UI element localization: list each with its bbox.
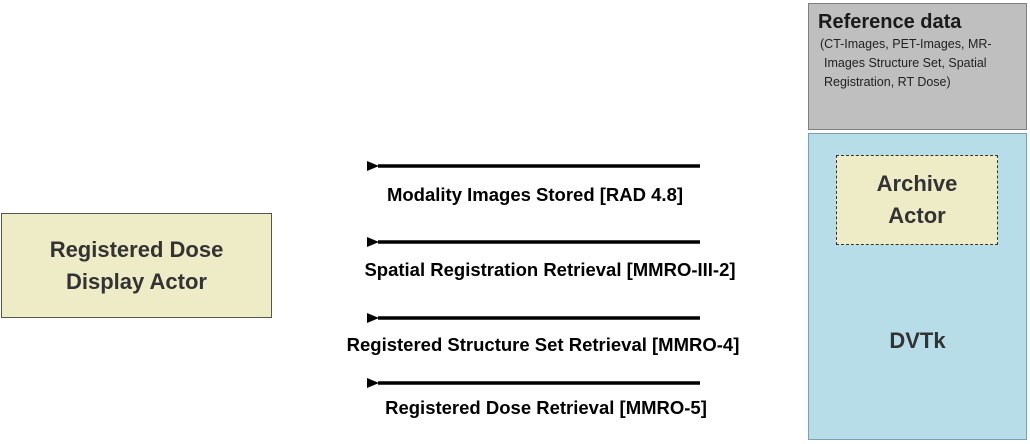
reference-data-description: (CT-Images, PET-Images, MR-Images Struct… (820, 37, 992, 89)
dvtk-label: DVTk (889, 328, 946, 353)
display-actor-label: Registered Dose Display Actor (49, 236, 224, 294)
display-actor-box: Registered Dose Display Actor (1, 213, 272, 318)
message-spatial-registration-retrieval: Spatial Registration Retrieval [MMRO-III… (364, 259, 736, 280)
reference-data-box: Reference data (CT-Images, PET-Images, M… (808, 3, 1027, 130)
message-registered-dose-retrieval: Registered Dose Retrieval [MMRO-5] (385, 397, 707, 418)
message-registered-structure-set-retrieval: Registered Structure Set Retrieval [MMRO… (346, 334, 740, 355)
archive-actor-label: Archive Actor (876, 171, 958, 228)
reference-data-title: Reference data (818, 11, 962, 33)
message-modality-images-stored: Modality Images Stored [RAD 4.8] (386, 184, 684, 205)
archive-actor-box: Archive Actor (836, 155, 998, 245)
